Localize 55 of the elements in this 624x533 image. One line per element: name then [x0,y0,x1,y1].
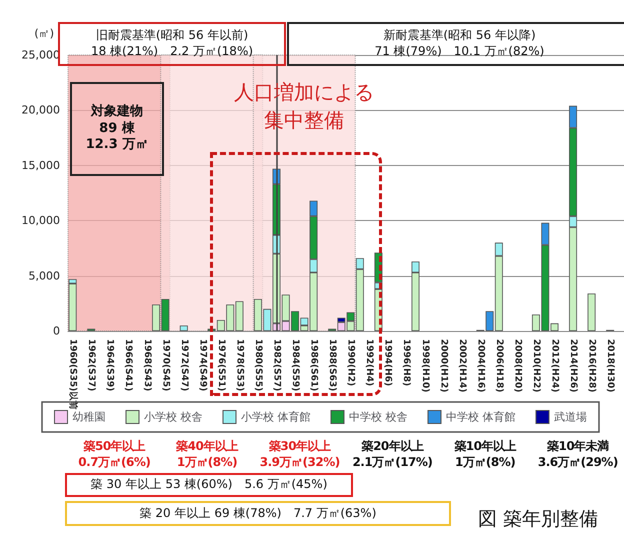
legend-label: 幼稚園 [72,410,106,424]
x-tick-label: 1996(H8) [401,339,412,386]
x-tick-label: 1986(S61) [308,339,319,392]
x-tick-label: 2006(H18) [494,339,504,392]
x-tick-label: 2000(H12) [438,339,448,392]
x-tick-label: 1972(S47) [178,339,189,392]
bar [180,325,188,331]
x-tick-label: 1982(S57) [272,339,282,392]
x-tick-label: 2002(H14) [456,339,467,392]
x-tick-label: 1970(S45) [160,339,170,392]
y-tick-label: 10,000 [22,214,60,228]
x-tick-label: 1976(S51) [216,339,226,392]
y-tick-label: 15,000 [22,158,60,172]
x-tick-label: 1978(S53) [234,339,244,392]
y-axis-title: (㎡) [34,27,54,40]
x-tick-label: 1966(S41) [123,339,134,392]
y-tick-label: 20,000 [22,104,60,117]
x-tick-label: 1980(S55) [252,339,263,392]
text: 築 20 年以上 69 棟(78%) 7.7 万㎡(63%) [65,501,451,526]
x-tick-label: 2012(H24) [550,339,560,392]
x-tick-label: 1988(S63) [327,339,338,392]
text: 図 築年別整備 [478,506,600,532]
text: 築50年以上 0.7万㎡(6%) [77,438,152,471]
annotation: 新耐震基準(昭和 56 年以降) 71 棟(79%) 10.1 万㎡(82%) [287,22,624,66]
x-tick-label: 1984(S59) [290,339,300,392]
x-tick-label: 1964(S39) [104,339,115,392]
legend-label: 小学校 体育館 [240,410,310,424]
bar [588,293,596,331]
legend-label: 中学校 校舎 [348,410,408,424]
x-tick-label: 1974(S49) [197,339,208,392]
x-tick-label: 2018(H30) [605,339,616,392]
annotation: 旧耐震基準(昭和 56 年以前) 18 棟(21%) 2.2 万㎡(18%) [90,28,254,58]
x-tick-label: 2016(H28) [586,339,597,392]
x-tick-label: 1992(H4) [364,339,374,386]
x-tick-label: 1990(H2) [346,339,356,386]
text: 築10年未満 3.6万㎡(29%) [536,438,619,471]
x-tick-label: 1962(S37) [86,339,96,392]
x-tick-label: 1968(S43) [142,339,152,392]
annotation: 対象建物 89 棟 12.3 万㎡ [70,82,164,176]
legend-label: 中学校 体育館 [446,410,516,424]
x-tick-label: 2004(H16) [475,339,486,392]
text: 築 30 年以上 53 棟(60%) 5.6 万㎡(45%) [65,473,353,497]
x-tick-label: 2010(H22) [530,339,541,392]
text: 築20年以上 2.1万㎡(17%) [351,438,434,471]
text: 築10年以上 1万㎡(8%) [453,438,518,471]
x-tick-label: 2014(H26) [568,339,578,392]
text: 築40年以上 1万㎡(8%) [175,438,240,471]
legend-label: 武道場 [554,410,587,424]
y-tick-label: 0 [53,324,60,338]
text: 築30年以上 3.9万㎡(32%) [258,438,341,471]
x-tick-label: 1998(H10) [420,339,430,392]
y-tick-label: 5,000 [28,269,60,282]
x-tick-label: 2008(H20) [512,339,522,392]
x-tick-label: 1994(H6) [382,339,393,386]
legend-label: 小学校 校舎 [144,410,202,424]
